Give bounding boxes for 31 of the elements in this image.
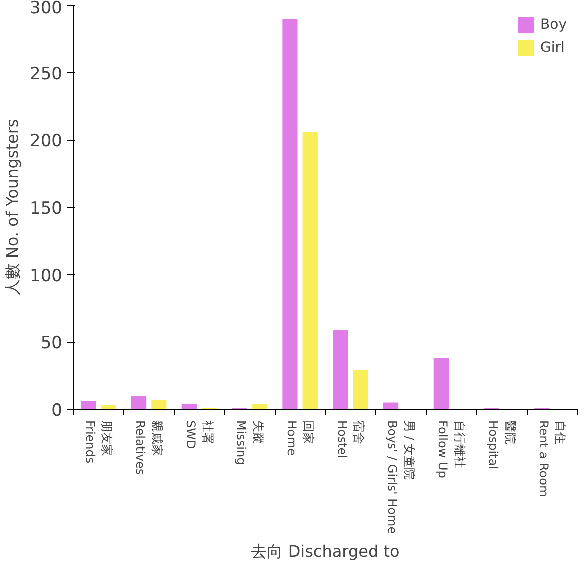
x-tick-label: 男 / 女童院 Boys' / Girls' Home — [386, 420, 416, 534]
bar — [81, 401, 96, 410]
y-tick-label: 300 — [30, 0, 63, 18]
bar — [333, 330, 348, 410]
bar — [182, 404, 197, 410]
bar — [152, 400, 167, 410]
bar — [252, 404, 268, 410]
legend-label: Girl — [540, 40, 565, 56]
legend-label: Boy — [540, 17, 567, 33]
x-tick-label: 自住 Rent a Room — [536, 420, 568, 498]
y-tick-label: 0 — [52, 401, 63, 421]
x-tick-label: 朋友家 Friends — [83, 420, 114, 464]
bar — [282, 18, 298, 410]
y-tick-label: 50 — [40, 334, 63, 354]
y-tick-label: 100 — [30, 266, 63, 286]
x-tick-label: 社署 SWD — [184, 420, 215, 450]
x-tick-label: 回家 Home — [284, 420, 316, 456]
x-tick-label: 醫院 Hospital — [486, 420, 518, 470]
y-tick-label: 200 — [30, 132, 63, 152]
x-tick-label: 失蹤 Missing — [234, 420, 266, 466]
bar — [434, 358, 449, 410]
y-tick-label: 250 — [30, 64, 63, 84]
x-tick-label: 宿舍 Hostel — [335, 420, 366, 459]
y-axis-title: 人數 No. of Youngsters — [3, 119, 22, 296]
bar — [131, 396, 147, 410]
x-tick-label: 親戚家 Relatives — [134, 420, 164, 476]
x-axis-title: 去向 Discharged to — [251, 542, 400, 562]
y-tick-label: 150 — [30, 199, 63, 219]
x-tick-label: 自行離社 Follow Up — [436, 420, 467, 478]
bar — [353, 370, 368, 410]
bar — [302, 132, 318, 410]
